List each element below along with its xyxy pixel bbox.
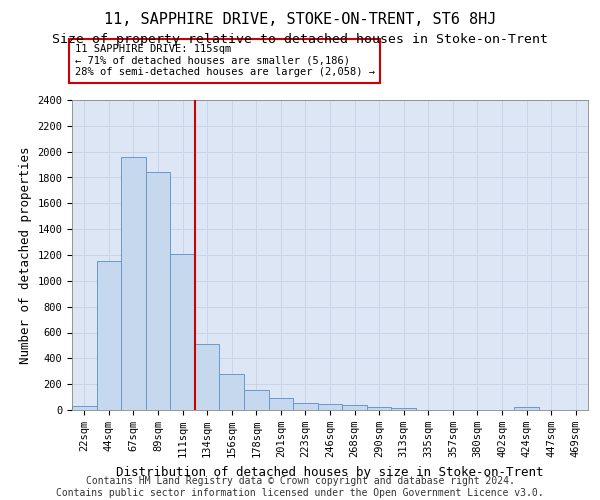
- Bar: [318, 404, 342, 410]
- Text: 11, SAPPHIRE DRIVE, STOKE-ON-TRENT, ST6 8HJ: 11, SAPPHIRE DRIVE, STOKE-ON-TRENT, ST6 …: [104, 12, 496, 28]
- Bar: [220, 374, 244, 410]
- Bar: [97, 262, 121, 410]
- Bar: [269, 398, 293, 410]
- Bar: [170, 254, 195, 410]
- Bar: [121, 157, 146, 410]
- Y-axis label: Number of detached properties: Number of detached properties: [19, 146, 32, 364]
- Bar: [72, 406, 97, 410]
- Bar: [293, 403, 318, 410]
- Text: 11 SAPPHIRE DRIVE: 115sqm
← 71% of detached houses are smaller (5,186)
28% of se: 11 SAPPHIRE DRIVE: 115sqm ← 71% of detac…: [74, 44, 374, 78]
- Text: Contains HM Land Registry data © Crown copyright and database right 2024.
Contai: Contains HM Land Registry data © Crown c…: [56, 476, 544, 498]
- X-axis label: Distribution of detached houses by size in Stoke-on-Trent: Distribution of detached houses by size …: [116, 466, 544, 478]
- Text: Size of property relative to detached houses in Stoke-on-Trent: Size of property relative to detached ho…: [52, 32, 548, 46]
- Bar: [367, 407, 391, 410]
- Bar: [391, 408, 416, 410]
- Bar: [244, 390, 269, 410]
- Bar: [342, 405, 367, 410]
- Bar: [514, 408, 539, 410]
- Bar: [195, 344, 220, 410]
- Bar: [146, 172, 170, 410]
